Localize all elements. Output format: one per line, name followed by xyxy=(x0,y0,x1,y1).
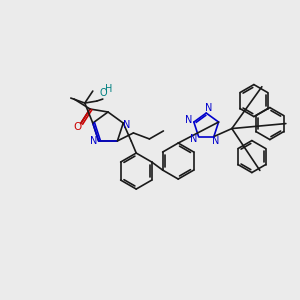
Text: N: N xyxy=(185,115,193,125)
Text: N: N xyxy=(212,136,220,146)
Text: N: N xyxy=(122,120,130,130)
Text: H: H xyxy=(105,84,112,94)
Text: N: N xyxy=(90,136,97,146)
Text: N: N xyxy=(190,134,197,144)
Text: N: N xyxy=(205,103,212,113)
Text: O: O xyxy=(100,88,108,98)
Text: O: O xyxy=(73,122,81,132)
